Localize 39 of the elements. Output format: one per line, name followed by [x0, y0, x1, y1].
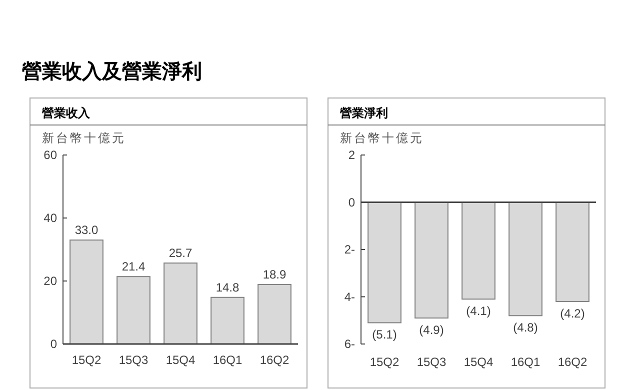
bar — [70, 240, 104, 344]
x-tick-label: 15Q3 — [118, 353, 148, 367]
data-label: 14.8 — [216, 280, 240, 294]
x-tick-label: 15Q2 — [72, 353, 102, 367]
data-label: (4.1) — [466, 304, 491, 318]
x-tick-label: 15Q3 — [416, 355, 446, 369]
y-axis-title: 新台幣十億元 — [340, 131, 424, 145]
data-label: (4.8) — [513, 320, 538, 335]
y-tick-label: 40 — [44, 211, 58, 225]
y-tick-label: 60 — [44, 148, 58, 162]
bar — [116, 276, 150, 344]
text: 營業收入及營業淨利 — [22, 59, 202, 83]
x-tick-label: 16Q1 — [212, 353, 242, 367]
x-tick-label: 15Q2 — [370, 355, 400, 369]
bar — [210, 296, 244, 344]
data-label: (5.1) — [372, 328, 397, 342]
y-tick-label: 6- — [344, 337, 355, 351]
data-label: (4.2) — [560, 306, 585, 320]
bar — [164, 262, 198, 344]
x-tick-label: 16Q2 — [260, 353, 290, 367]
data-label: (4.9) — [419, 323, 444, 338]
x-tick-label: 15Q4 — [166, 353, 196, 367]
y-tick-label: 20 — [44, 274, 58, 288]
bar — [258, 284, 292, 344]
x-tick-label: 15Q4 — [464, 355, 494, 369]
y-tick-label: 2- — [344, 242, 355, 256]
chart-title: 營業淨利 — [340, 106, 388, 120]
x-tick-label: 16Q2 — [558, 355, 588, 369]
data-label: 18.9 — [262, 267, 286, 282]
y-tick-label: 4- — [344, 290, 355, 304]
x-tick-label: 16Q1 — [510, 355, 540, 369]
y-axis-title: 新台幣十億元 — [42, 131, 126, 145]
y-tick-label: 0 — [50, 337, 58, 351]
y-tick-label: 0 — [348, 195, 356, 210]
data-label: 21.4 — [122, 260, 146, 274]
y-tick-label: 2 — [348, 148, 356, 162]
data-label: 33.0 — [74, 223, 98, 238]
data-label: 25.7 — [168, 246, 192, 260]
chart-title: 營業收入 — [42, 106, 91, 120]
